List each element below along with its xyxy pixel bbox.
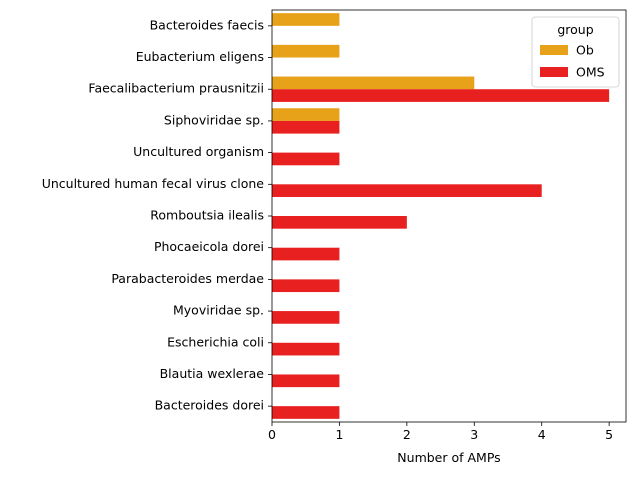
y-tick-label: Siphoviridae sp. — [164, 112, 264, 127]
bar-oms-2 — [272, 89, 610, 102]
y-tick-label: Faecalibacterium prausnitzii — [88, 81, 264, 96]
legend-swatch-ob — [540, 45, 568, 55]
x-tick-label: 3 — [470, 427, 478, 442]
bar-oms-10 — [272, 342, 340, 356]
y-tick-label: Romboutsia ilealis — [150, 208, 264, 223]
x-tick-label: 0 — [268, 427, 276, 442]
bar-ob-1 — [272, 44, 340, 58]
bar-oms-5 — [272, 184, 542, 197]
bar-oms-9 — [272, 311, 340, 324]
y-tick-label: Eubacterium eligens — [136, 49, 264, 64]
x-axis-ticks: 0 1 2 3 4 5 — [268, 422, 613, 442]
legend: group Ob OMS — [531, 16, 620, 88]
bar-ob-0 — [272, 13, 340, 26]
bars-group — [272, 13, 610, 419]
y-tick-label: Uncultured organism — [133, 144, 264, 159]
x-axis-label: Number of AMPs — [397, 450, 500, 465]
x-tick-label: 5 — [605, 427, 613, 442]
legend-label-oms: OMS — [576, 65, 605, 80]
legend-label-ob: Ob — [576, 43, 594, 58]
legend-items: Ob OMS — [540, 43, 605, 80]
y-tick-label: Uncultured human fecal virus clone — [42, 176, 265, 191]
x-tick-label: 4 — [538, 427, 546, 442]
legend-swatch-oms — [540, 67, 568, 77]
bar-ob-3 — [272, 108, 340, 121]
x-tick-label: 1 — [335, 427, 343, 442]
y-tick-label: Myoviridae sp. — [173, 303, 264, 318]
bar-ob-2 — [272, 76, 475, 90]
bar-oms-4 — [272, 152, 340, 166]
y-tick-label: Bacteroides dorei — [155, 398, 264, 413]
y-tick-label: Escherichia coli — [167, 334, 264, 349]
plot-frame — [271, 9, 627, 423]
legend-title: group — [557, 22, 593, 37]
bar-oms-8 — [272, 279, 340, 293]
bar-oms-12 — [272, 406, 340, 419]
y-tick-label: Parabacteroides merdae — [111, 271, 264, 286]
y-axis-ticks: Bacteroides faecis Eubacterium eligens Fae… — [42, 17, 272, 413]
bar-oms-6 — [272, 216, 407, 229]
y-tick-label: Phocaeicola dorei — [154, 239, 264, 254]
x-tick-label: 2 — [403, 427, 411, 442]
y-tick-label: Bacteroides faecis — [150, 17, 264, 32]
bar-oms-3 — [272, 120, 340, 134]
bar-oms-7 — [272, 247, 340, 261]
y-tick-label: Blautia wexlerae — [160, 366, 265, 381]
bar-oms-11 — [272, 374, 340, 388]
